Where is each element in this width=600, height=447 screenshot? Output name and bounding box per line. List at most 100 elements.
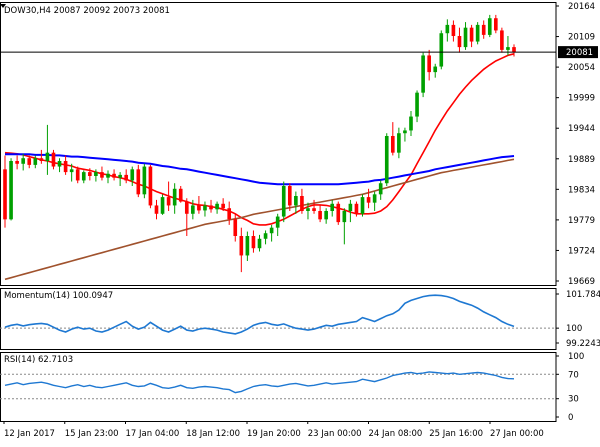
candle[interactable]: [203, 201, 207, 217]
candle[interactable]: [227, 201, 232, 225]
candle[interactable]: [294, 191, 298, 214]
candle[interactable]: [75, 166, 80, 184]
candle-body: [184, 201, 189, 214]
candle[interactable]: [451, 20, 456, 42]
candle[interactable]: [330, 199, 335, 217]
candle[interactable]: [397, 127, 401, 159]
candle[interactable]: [500, 27, 504, 53]
candle[interactable]: [390, 122, 395, 156]
candle[interactable]: [457, 27, 462, 53]
candle[interactable]: [324, 208, 328, 224]
candle[interactable]: [475, 22, 480, 45]
collapse-triangle-icon[interactable]: [0, 4, 6, 8]
price-tick-label: 19999: [568, 94, 595, 104]
candle[interactable]: [94, 169, 98, 182]
candle[interactable]: [481, 20, 486, 39]
candle[interactable]: [354, 201, 359, 217]
candle[interactable]: [257, 234, 262, 252]
candle[interactable]: [197, 196, 201, 214]
candle[interactable]: [494, 14, 498, 34]
price-tick-label: 19669: [568, 277, 595, 287]
candle[interactable]: [27, 155, 32, 169]
candle[interactable]: [221, 198, 225, 211]
candle[interactable]: [360, 194, 365, 217]
candle[interactable]: [130, 166, 135, 186]
time-tick-label: 19 Jan 20:00: [247, 429, 301, 439]
candle-body: [390, 136, 395, 153]
candle[interactable]: [463, 22, 468, 50]
candle[interactable]: [269, 224, 274, 242]
candle[interactable]: [124, 169, 129, 184]
candle[interactable]: [106, 170, 110, 184]
candle[interactable]: [57, 158, 62, 173]
candle[interactable]: [512, 44, 516, 57]
candle[interactable]: [275, 213, 280, 236]
candle[interactable]: [3, 155, 7, 228]
candle[interactable]: [209, 199, 213, 213]
candle[interactable]: [63, 155, 68, 175]
candle[interactable]: [233, 213, 238, 242]
candle[interactable]: [178, 186, 183, 203]
candle[interactable]: [215, 201, 219, 214]
candle[interactable]: [300, 188, 304, 214]
rsi-tick-label: 30: [568, 395, 579, 405]
candle[interactable]: [69, 163, 74, 182]
candle[interactable]: [287, 183, 292, 211]
candle[interactable]: [433, 63, 438, 78]
candle[interactable]: [336, 201, 341, 225]
candle[interactable]: [245, 231, 250, 261]
candle[interactable]: [9, 158, 13, 221]
candle[interactable]: [191, 199, 195, 220]
candle[interactable]: [88, 168, 92, 181]
momentum-label: Momentum(14) 100.0947: [4, 291, 113, 301]
candle[interactable]: [445, 19, 450, 42]
candle[interactable]: [281, 181, 286, 223]
candle[interactable]: [348, 199, 353, 223]
candle-body: [275, 216, 280, 228]
candle[interactable]: [100, 166, 104, 181]
candle[interactable]: [342, 208, 347, 245]
candle-body: [439, 33, 444, 67]
candle[interactable]: [51, 149, 56, 170]
candle[interactable]: [487, 14, 492, 38]
candle[interactable]: [136, 164, 141, 198]
candle[interactable]: [384, 133, 389, 186]
candle[interactable]: [312, 199, 316, 214]
candle[interactable]: [172, 183, 177, 214]
price-panel[interactable]: [0, 14, 556, 281]
candle[interactable]: [118, 172, 122, 186]
candle[interactable]: [251, 230, 256, 253]
candle[interactable]: [409, 111, 413, 136]
momentum-panel[interactable]: [0, 294, 556, 335]
candle[interactable]: [81, 170, 86, 184]
candle[interactable]: [366, 188, 371, 209]
rsi-tick-label: 100: [568, 352, 584, 362]
candle[interactable]: [239, 227, 244, 273]
candle[interactable]: [142, 163, 147, 199]
candle[interactable]: [415, 90, 419, 123]
candle[interactable]: [427, 49, 431, 81]
candle[interactable]: [21, 153, 25, 171]
candle[interactable]: [184, 198, 189, 236]
candle[interactable]: [372, 191, 377, 211]
candle[interactable]: [15, 155, 19, 170]
candle-body: [130, 169, 135, 181]
candle[interactable]: [378, 180, 383, 200]
candle[interactable]: [148, 164, 153, 209]
candle[interactable]: [263, 230, 268, 245]
panel-frame-1: [0, 288, 557, 350]
candle[interactable]: [469, 24, 474, 48]
candle[interactable]: [403, 127, 407, 142]
candle[interactable]: [33, 155, 38, 169]
candle[interactable]: [421, 52, 425, 98]
rsi-panel[interactable]: [0, 371, 556, 400]
candle[interactable]: [318, 205, 322, 223]
candle[interactable]: [166, 181, 171, 211]
candle[interactable]: [39, 149, 44, 164]
candle[interactable]: [154, 199, 159, 220]
candle[interactable]: [306, 202, 310, 220]
candle[interactable]: [45, 124, 50, 175]
candle[interactable]: [439, 30, 444, 70]
candle[interactable]: [160, 194, 165, 215]
candle[interactable]: [112, 169, 116, 181]
